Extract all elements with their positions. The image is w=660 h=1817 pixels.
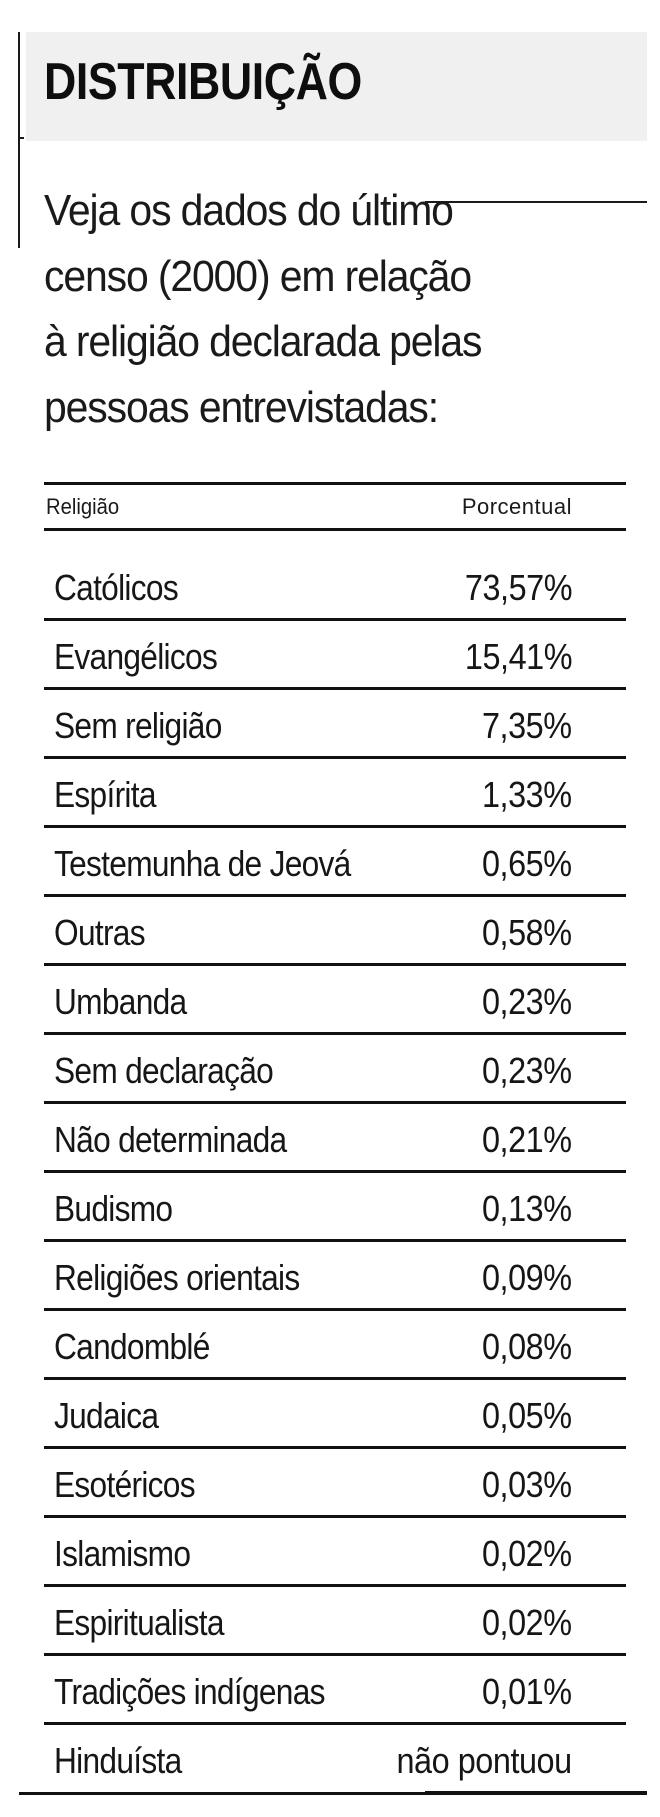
table-row: Espírita 1,33%	[44, 759, 626, 828]
religion-name: Umbanda	[54, 981, 187, 1022]
religion-percent: 1,33%	[482, 774, 572, 815]
religion-name: Religiões orientais	[54, 1257, 300, 1298]
table-row: Tradições indígenas 0,01%	[44, 1656, 626, 1725]
table-row: Islamismo 0,02%	[44, 1518, 626, 1587]
religion-percent: 0,02%	[482, 1533, 572, 1574]
bottom-rule-accent	[425, 1791, 647, 1795]
table-row: Espiritualista 0,02%	[44, 1587, 626, 1656]
intro-line: à religião declarada pelas	[44, 317, 482, 366]
religion-name: Esotéricos	[54, 1464, 196, 1505]
religion-table: Religião Porcentual Católicos 73,57% Evan…	[44, 482, 626, 1805]
decorative-rule-top	[425, 201, 647, 203]
table-row: Budismo 0,13%	[44, 1173, 626, 1242]
religion-name: Candomblé	[54, 1326, 210, 1367]
religion-name: Espiritualista	[54, 1602, 224, 1643]
religion-name: Judaica	[54, 1395, 159, 1436]
religion-percent: 0,65%	[482, 843, 572, 884]
table-row: Sem religião 7,35%	[44, 690, 626, 759]
table-row: Candomblé 0,08%	[44, 1311, 626, 1380]
left-accent-rule	[18, 32, 20, 248]
religion-percent: 0,05%	[482, 1395, 572, 1436]
column-header-religion: Religião	[46, 494, 120, 519]
religion-name: Hinduísta	[54, 1740, 182, 1781]
religion-name: Outras	[54, 912, 146, 953]
religion-percent: 0,01%	[482, 1671, 572, 1712]
table-row: Católicos 73,57%	[44, 531, 626, 621]
religion-percent: 0,23%	[482, 981, 572, 1022]
intro-line: Veja os dados do último	[44, 186, 454, 235]
intro-line: pessoas entrevistadas:	[44, 382, 439, 432]
religion-percent: não pontuou	[396, 1740, 573, 1781]
bottom-rule	[19, 1792, 647, 1795]
religion-percent: 7,35%	[482, 705, 572, 746]
religion-percent: 0,02%	[482, 1602, 572, 1643]
table-row: Testemunha de Jeová 0,65%	[44, 828, 626, 897]
intro-line: censo (2000) em relação	[44, 251, 472, 301]
religion-percent: 0,23%	[482, 1050, 572, 1091]
table-row: Não determinada 0,21%	[44, 1104, 626, 1173]
religion-name: Testemunha de Jeová	[54, 843, 351, 884]
table-row: Sem declaração 0,23%	[44, 1035, 626, 1104]
religion-name: Sem declaração	[54, 1050, 274, 1091]
table-row: Outras 0,58%	[44, 897, 626, 966]
religion-percent: 0,13%	[482, 1188, 572, 1229]
column-header-percent: Porcentual	[461, 494, 572, 519]
religion-name: Espírita	[54, 774, 156, 815]
intro-paragraph: Veja os dados do último censo (2000) em …	[44, 178, 644, 440]
page-title: DISTRIBUIÇÃO	[44, 53, 362, 111]
table-header: Religião Porcentual	[44, 482, 626, 531]
religion-name: Evangélicos	[54, 636, 218, 677]
religion-name: Budismo	[54, 1188, 173, 1229]
table-row: Umbanda 0,23%	[44, 966, 626, 1035]
left-accent-tick	[18, 137, 24, 139]
religion-percent: 0,08%	[482, 1326, 572, 1367]
table-row: Judaica 0,05%	[44, 1380, 626, 1449]
religion-percent: 0,03%	[482, 1464, 572, 1505]
religion-percent: 0,09%	[482, 1257, 572, 1298]
religion-percent: 15,41%	[464, 636, 573, 677]
religion-name: Islamismo	[54, 1533, 191, 1574]
table-row: Esotéricos 0,03%	[44, 1449, 626, 1518]
religion-percent: 0,21%	[482, 1119, 572, 1160]
title-box	[26, 32, 647, 141]
table-row: Religiões orientais 0,09%	[44, 1242, 626, 1311]
religion-name: Não determinada	[54, 1119, 287, 1160]
religion-percent: 73,57%	[464, 567, 573, 608]
religion-name: Sem religião	[54, 705, 222, 746]
religion-percent: 0,58%	[482, 912, 572, 953]
table-row: Hinduísta não pontuou	[44, 1725, 626, 1805]
table-row: Evangélicos 15,41%	[44, 621, 626, 690]
religion-name: Católicos	[54, 567, 179, 608]
religion-name: Tradições indígenas	[54, 1671, 325, 1712]
